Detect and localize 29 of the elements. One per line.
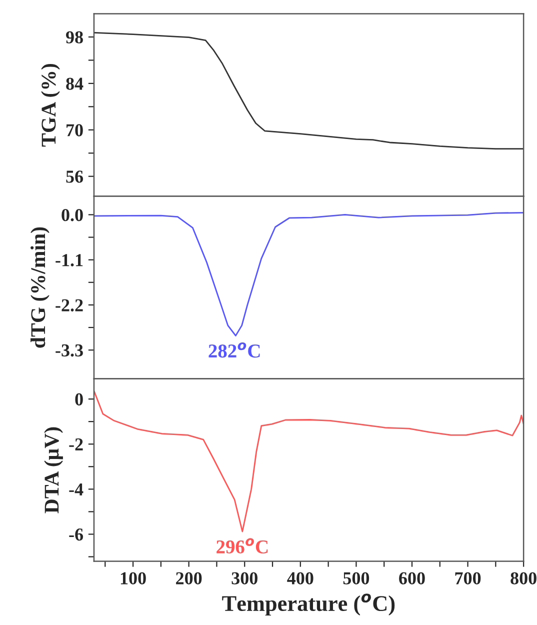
y-tick-label: -4 — [69, 484, 84, 496]
y-tick-label: -1.1 — [56, 254, 83, 266]
y-tick-label: -2.2 — [56, 299, 83, 312]
x-tick-label: 500 — [343, 572, 370, 584]
y-axis-title: DTA (μV) — [44, 427, 63, 514]
y-tick-label: 98 — [66, 31, 83, 44]
line-series — [94, 32, 524, 150]
y-tick-label: 56 — [66, 170, 84, 183]
y-tick-label: 0 — [75, 393, 83, 406]
line-series — [94, 390, 524, 532]
y-axis-title: TGA (%) — [41, 64, 60, 147]
x-axis-title: Temperature ($^{o}$C) — [222, 594, 395, 616]
y-axis-title: dTG (%/min) — [30, 227, 50, 348]
x-tick-label: 100 — [120, 572, 146, 584]
x-tick-label: 300 — [232, 572, 258, 584]
annotation: 282$^{o}$C — [208, 342, 260, 358]
x-tick-label: 400 — [287, 572, 314, 584]
line-series — [94, 212, 524, 336]
x-tick-label: 200 — [176, 572, 202, 584]
y-tick-label: -6 — [69, 528, 84, 541]
annotation: 296$^{o}$C — [216, 538, 268, 554]
y-tick-label: -3.3 — [56, 344, 83, 357]
y-tick-label: -2 — [69, 438, 83, 450]
y-tick-label: 0.0 — [62, 208, 83, 222]
y-tick-label: 70 — [66, 124, 83, 136]
x-tick-label: 800 — [510, 572, 536, 584]
x-tick-label: 600 — [399, 572, 425, 584]
y-tick-label: 84 — [66, 78, 84, 90]
x-tick-label: 700 — [455, 572, 481, 584]
